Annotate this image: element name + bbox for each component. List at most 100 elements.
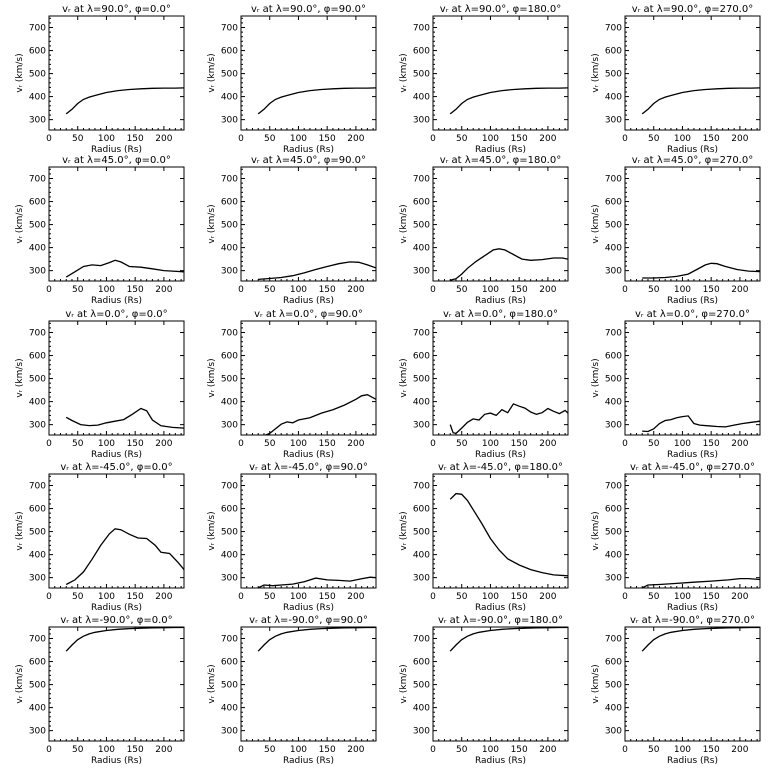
panel-title: vᵣ at λ=90.0°, φ=180.0° — [440, 4, 561, 15]
y-tick-label: 700 — [413, 329, 430, 339]
y-tick-label: 300 — [413, 574, 430, 584]
x-tick-label: 150 — [127, 592, 144, 602]
y-tick-label: 300 — [605, 116, 622, 126]
y-tick-label: 700 — [29, 24, 46, 34]
panel-title: vᵣ at λ=0.0°, φ=180.0° — [443, 309, 558, 320]
y-tick-label: 600 — [221, 352, 238, 362]
x-axis-label: Radius (Rs) — [283, 450, 334, 460]
plot-frame — [432, 320, 569, 436]
plot-frame — [432, 15, 569, 131]
plot-frame — [240, 626, 377, 742]
x-tick-label: 0 — [46, 439, 52, 449]
y-tick-label: 500 — [29, 70, 46, 80]
plot-frame — [432, 166, 569, 282]
x-tick-label: 150 — [127, 439, 144, 449]
y-tick-label: 400 — [413, 398, 430, 408]
y-axis-label: vᵣ (km/s) — [591, 664, 601, 703]
y-tick-label: 600 — [221, 198, 238, 208]
x-tick-label: 150 — [127, 745, 144, 755]
y-axis-label: vᵣ (km/s) — [207, 664, 217, 703]
plot-frame — [240, 473, 377, 589]
y-tick-label: 700 — [29, 329, 46, 339]
x-tick-label: 100 — [482, 745, 499, 755]
plot-frame — [48, 15, 185, 131]
x-tick-label: 100 — [482, 592, 499, 602]
panel-19: vᵣ at λ=-90.0°, φ=180.0° 0 50 100 150 200 300 4… — [399, 615, 569, 766]
series-line — [65, 87, 184, 115]
x-tick-label: 0 — [622, 439, 628, 449]
panel-title: vᵣ at λ=45.0°, φ=90.0° — [251, 155, 366, 166]
x-axis-label: Radius (Rs) — [667, 756, 718, 766]
panel-title: vᵣ at λ=45.0°, φ=270.0° — [632, 155, 753, 166]
y-tick-label: 300 — [413, 267, 430, 277]
x-tick-label: 150 — [319, 592, 336, 602]
series-line — [641, 577, 760, 588]
y-tick-label: 500 — [221, 70, 238, 80]
plot-frame — [432, 626, 569, 742]
y-tick-label: 500 — [221, 528, 238, 538]
x-tick-label: 200 — [155, 134, 172, 144]
x-axis-label: Radius (Rs) — [91, 296, 142, 306]
y-tick-label: 300 — [413, 421, 430, 431]
y-tick-label: 600 — [221, 658, 238, 668]
x-tick-label: 100 — [290, 439, 307, 449]
x-tick-label: 50 — [72, 134, 84, 144]
y-tick-label: 600 — [413, 47, 430, 57]
series-line — [642, 262, 760, 279]
x-tick-label: 100 — [290, 745, 307, 755]
x-tick-label: 50 — [456, 134, 468, 144]
x-tick-label: 150 — [127, 134, 144, 144]
x-tick-label: 0 — [238, 592, 244, 602]
y-tick-label: 300 — [605, 267, 622, 277]
y-tick-label: 500 — [605, 528, 622, 538]
y-tick-label: 400 — [221, 244, 238, 254]
x-tick-label: 150 — [511, 134, 528, 144]
y-tick-label: 300 — [413, 727, 430, 737]
y-tick-label: 400 — [221, 398, 238, 408]
panel-17: vᵣ at λ=-90.0°, φ=0.0° 0 50 100 150 200 300 400… — [15, 615, 185, 766]
x-tick-label: 50 — [456, 439, 468, 449]
x-tick-label: 200 — [155, 745, 172, 755]
y-axis-label: vᵣ (km/s) — [591, 358, 601, 397]
y-tick-label: 500 — [413, 375, 430, 385]
x-tick-label: 200 — [539, 134, 556, 144]
panel-3: vᵣ at λ=90.0°, φ=180.0° 0 50 100 150 200 300 40… — [399, 4, 569, 155]
y-tick-label: 300 — [29, 727, 46, 737]
plot-frame — [624, 320, 761, 436]
x-tick-label: 50 — [648, 285, 660, 295]
x-tick-label: 50 — [72, 745, 84, 755]
x-tick-label: 100 — [98, 592, 115, 602]
plot-frame — [624, 166, 761, 282]
x-tick-label: 100 — [674, 134, 691, 144]
y-tick-label: 700 — [605, 482, 622, 492]
x-tick-label: 100 — [98, 134, 115, 144]
panel-7: vᵣ at λ=45.0°, φ=180.0° 0 50 100 150 200 300 40… — [399, 155, 569, 306]
y-tick-label: 400 — [221, 551, 238, 561]
x-tick-label: 0 — [430, 285, 436, 295]
x-tick-label: 0 — [622, 285, 628, 295]
panel-title: vᵣ at λ=0.0°, φ=270.0° — [635, 309, 750, 320]
x-tick-label: 50 — [264, 592, 276, 602]
plot-frame — [240, 166, 377, 282]
x-tick-label: 50 — [456, 592, 468, 602]
panel-20: vᵣ at λ=-90.0°, φ=270.0° 0 50 100 150 200 300 4… — [591, 615, 761, 766]
y-tick-label: 600 — [413, 658, 430, 668]
y-tick-label: 400 — [413, 93, 430, 103]
y-tick-label: 300 — [221, 116, 238, 126]
x-tick-label: 100 — [482, 439, 499, 449]
y-axis-label: vᵣ (km/s) — [399, 664, 409, 703]
plot-frame — [624, 473, 761, 589]
plot-frame — [432, 473, 569, 589]
y-tick-label: 700 — [221, 24, 238, 34]
x-tick-label: 200 — [731, 134, 748, 144]
x-tick-label: 50 — [72, 439, 84, 449]
x-tick-label: 0 — [238, 439, 244, 449]
x-tick-label: 150 — [319, 134, 336, 144]
x-tick-label: 50 — [264, 285, 276, 295]
panel-13: vᵣ at λ=-45.0°, φ=0.0° 0 50 100 150 200 300 400… — [15, 462, 185, 613]
y-tick-label: 700 — [605, 635, 622, 645]
panel-11: vᵣ at λ=0.0°, φ=180.0° 0 50 100 150 200 300 400… — [399, 309, 569, 460]
x-tick-label: 50 — [264, 439, 276, 449]
x-tick-label: 100 — [674, 285, 691, 295]
x-tick-label: 150 — [127, 285, 144, 295]
